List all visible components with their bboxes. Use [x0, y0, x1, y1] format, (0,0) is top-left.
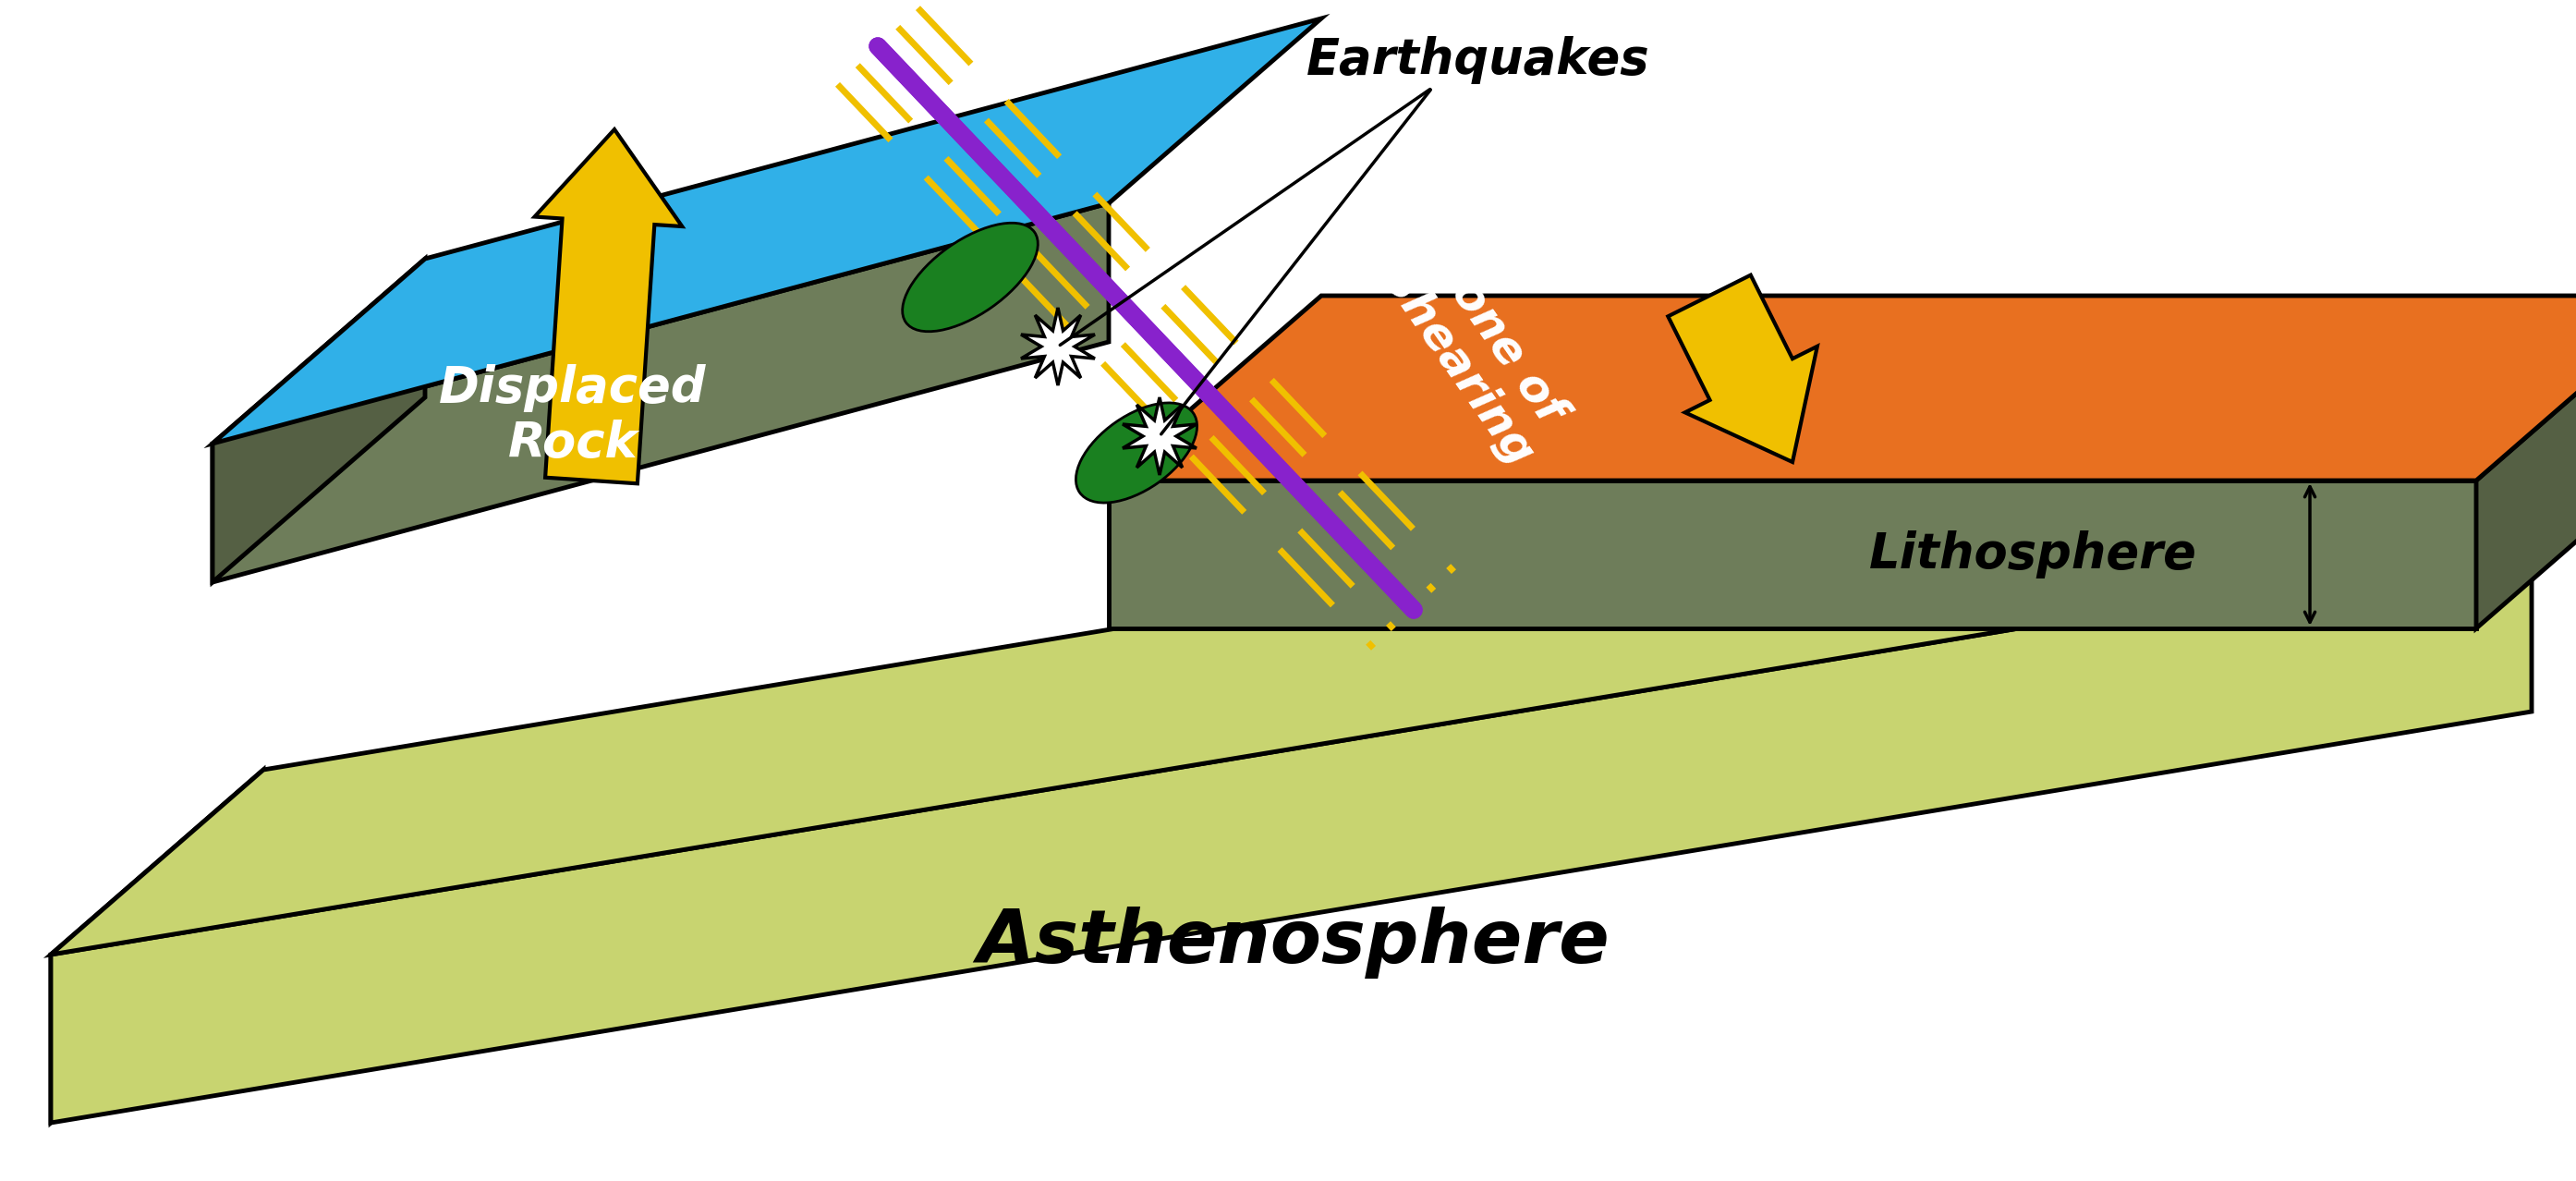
Ellipse shape	[1077, 403, 1198, 503]
Polygon shape	[2476, 295, 2576, 628]
Polygon shape	[211, 203, 1108, 582]
Polygon shape	[211, 19, 1321, 444]
Polygon shape	[52, 770, 263, 1123]
Polygon shape	[52, 543, 2532, 1123]
Text: Asthenosphere: Asthenosphere	[976, 907, 1610, 979]
Polygon shape	[536, 130, 683, 483]
Text: Zone of
Shearing: Zone of Shearing	[1373, 228, 1584, 474]
Polygon shape	[1108, 481, 2476, 628]
Ellipse shape	[902, 223, 1038, 332]
Polygon shape	[1108, 295, 2576, 481]
Polygon shape	[1669, 275, 1816, 462]
Polygon shape	[1123, 397, 1195, 475]
Polygon shape	[211, 259, 425, 582]
Polygon shape	[52, 359, 2576, 954]
Text: Lithosphere: Lithosphere	[1868, 530, 2197, 579]
Text: Earthquakes: Earthquakes	[1306, 37, 1651, 84]
Text: Displaced
Rock: Displaced Rock	[438, 364, 706, 468]
Polygon shape	[1020, 308, 1095, 385]
